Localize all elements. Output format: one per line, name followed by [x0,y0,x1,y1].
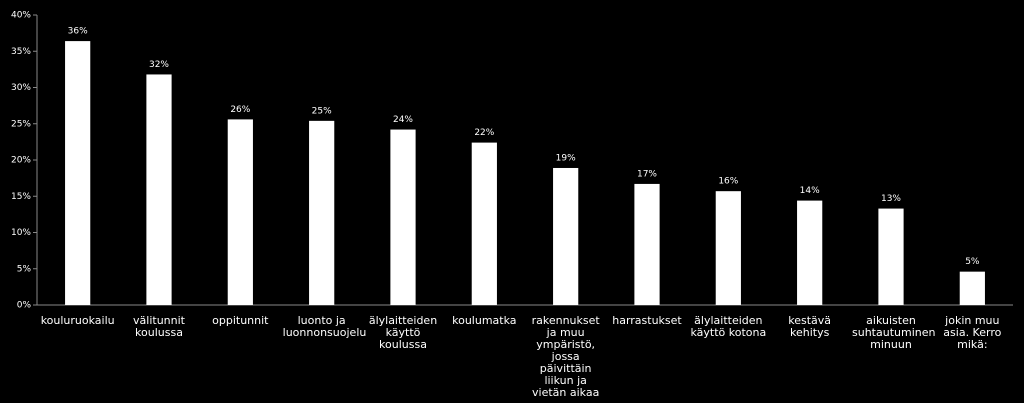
y-tick-label: 15% [11,192,31,202]
bar [65,41,91,305]
data-label: 14% [800,186,820,196]
bar [390,129,416,305]
x-tick-label: jokin muu asia. Kerro mikä: [943,314,1002,351]
y-tick-label: 0% [17,301,32,311]
x-tick-label: välitunnit koulussa [133,314,185,339]
x-tick-label: oppitunnit [212,314,269,327]
bar [634,183,660,305]
bar [553,167,579,305]
x-tick-label: kouluruokailu [40,314,115,327]
x-tick-label: älylaitteiden käyttö koulussa [368,314,438,351]
x-tick-label: koulumatka [452,314,517,327]
bar [715,191,741,305]
y-tick-label: 35% [11,47,31,57]
y-tick-label: 25% [11,119,31,129]
x-tick-label: kestävä kehitys [788,314,832,339]
bar [797,200,823,305]
x-tick-label: harrastukset [612,314,682,327]
data-label: 19% [556,153,576,163]
bar [471,142,497,305]
data-label: 17% [637,169,657,179]
data-label: 13% [881,194,901,204]
data-label: 5% [965,257,980,267]
y-tick-label: 5% [17,264,32,274]
y-tick-label: 10% [11,228,31,238]
y-tick-label: 40% [11,11,31,21]
x-tick-label: rakennukset ja muu ympäristö, jossa päiv… [531,314,600,399]
data-label: 24% [393,115,413,125]
bar [146,74,172,305]
data-label: 32% [149,60,169,70]
data-label: 16% [718,177,738,187]
data-label: 26% [230,105,250,115]
bar [878,208,904,305]
x-tick-label: älylaitteiden käyttö kotona [690,314,767,339]
data-label: 25% [312,106,332,116]
x-tick-label: luonto ja luonnonsuojelu [282,314,367,339]
bar [309,120,335,305]
x-tick-label: aikuisten suhtautuminen minuun [852,314,936,351]
data-label: 22% [474,128,494,138]
data-label: 36% [68,27,88,37]
y-tick-label: 30% [11,83,31,93]
bar [959,271,985,305]
bar [227,119,253,306]
y-tick-label: 20% [11,156,31,166]
